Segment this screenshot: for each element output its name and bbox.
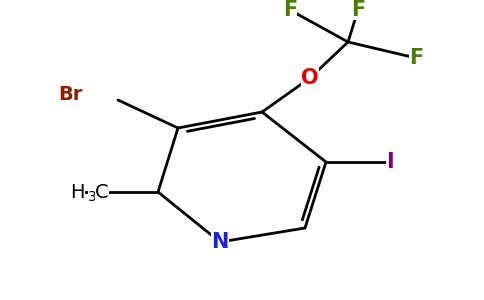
Text: I: I: [386, 152, 394, 172]
Text: F: F: [409, 48, 423, 68]
Text: N: N: [212, 232, 228, 252]
Text: F: F: [351, 0, 365, 20]
Text: C: C: [95, 182, 108, 202]
Text: 3: 3: [88, 190, 97, 204]
Text: O: O: [301, 68, 319, 88]
Text: Br: Br: [58, 85, 82, 104]
Text: H: H: [71, 182, 85, 202]
Text: F: F: [283, 0, 297, 20]
